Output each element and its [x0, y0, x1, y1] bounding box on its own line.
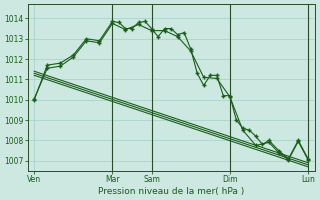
X-axis label: Pression niveau de la mer( hPa ): Pression niveau de la mer( hPa ): [98, 187, 244, 196]
